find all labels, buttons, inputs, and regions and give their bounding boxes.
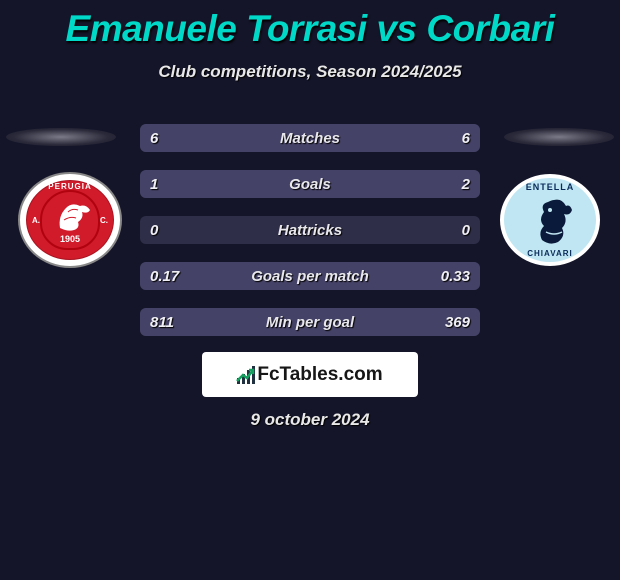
- stat-row: 811Min per goal369: [140, 308, 480, 336]
- left-platform: [6, 128, 116, 146]
- stat-value-right: 369: [435, 308, 480, 336]
- griffin-icon: [54, 198, 94, 236]
- branding-trend-icon: [235, 365, 255, 385]
- stat-label: Min per goal: [140, 308, 480, 336]
- crest-sub-left: A.: [32, 216, 40, 225]
- stat-value-right: 0: [452, 216, 480, 244]
- page-title: Emanuele Torrasi vs Corbari: [0, 0, 620, 50]
- crest-top-text: ENTELLA: [504, 182, 596, 192]
- crest-sub-right: C.: [100, 216, 108, 225]
- stats-panel: 6Matches6 1Goals2 0Hattricks0 0.17Goals per…: [140, 124, 480, 354]
- mascot-icon: [528, 196, 580, 250]
- subtitle: Club competitions, Season 2024/2025: [0, 62, 620, 82]
- right-club-crest: ENTELLA CHIAVARI: [500, 174, 600, 266]
- stat-value-right: 6: [452, 124, 480, 152]
- right-platform: [504, 128, 614, 146]
- crest-bottom-text: CHIAVARI: [504, 249, 596, 258]
- stat-label: Matches: [140, 124, 480, 152]
- stat-value-right: 2: [452, 170, 480, 198]
- stat-value-right: 0.33: [431, 262, 480, 290]
- stat-row: 6Matches6: [140, 124, 480, 152]
- stat-label: Goals per match: [140, 262, 480, 290]
- entella-shield: ENTELLA CHIAVARI: [500, 174, 600, 266]
- stat-row: 0Hattricks0: [140, 216, 480, 244]
- perugia-shield: PERUGIA A. C. 1905: [20, 174, 120, 266]
- stat-row: 1Goals2: [140, 170, 480, 198]
- stat-label: Hattricks: [140, 216, 480, 244]
- stat-label: Goals: [140, 170, 480, 198]
- date-text: 9 october 2024: [0, 410, 620, 430]
- left-club-crest: PERUGIA A. C. 1905: [20, 174, 120, 266]
- branding-badge: FcTables.com: [202, 352, 418, 397]
- crest-year: 1905: [26, 234, 114, 244]
- branding-text: FcTables.com: [257, 364, 382, 386]
- stat-row: 0.17Goals per match0.33: [140, 262, 480, 290]
